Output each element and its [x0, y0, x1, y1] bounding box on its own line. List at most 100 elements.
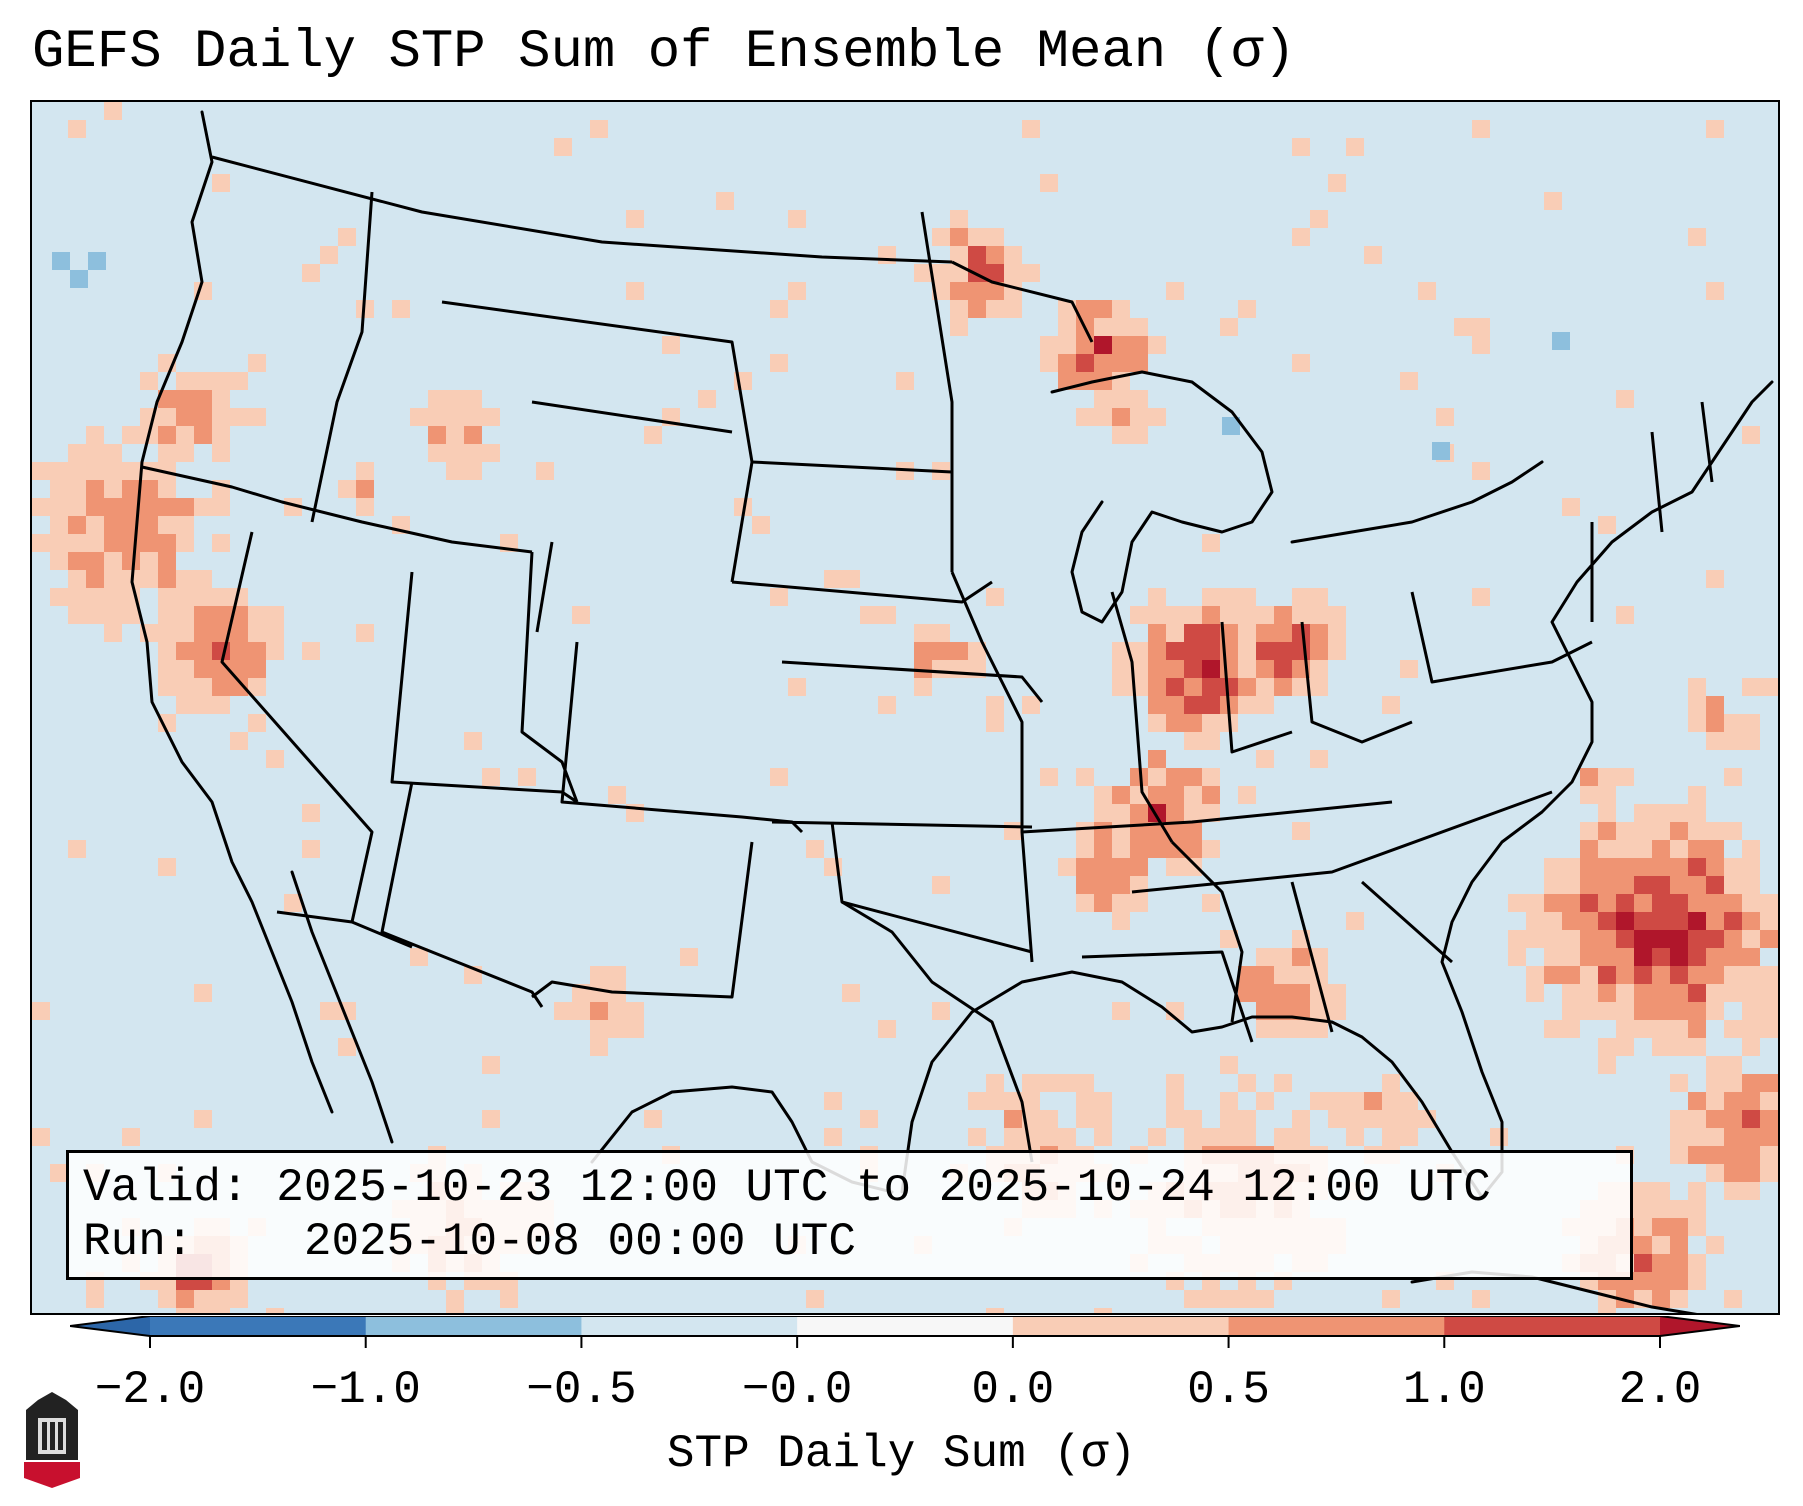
stp-cell — [1598, 930, 1616, 948]
stp-cell — [320, 246, 338, 264]
stp-cell — [1652, 1002, 1670, 1020]
stp-cell — [1112, 1002, 1130, 1020]
stp-cell — [824, 570, 842, 588]
stp-cell — [986, 264, 1004, 282]
stp-cell — [302, 264, 320, 282]
stp-cell — [1634, 1236, 1652, 1254]
stp-cell — [770, 768, 788, 786]
stp-cell — [1364, 1110, 1382, 1128]
stp-cell — [158, 858, 176, 876]
stp-cell — [1706, 1074, 1724, 1092]
stp-cell — [1166, 282, 1184, 300]
stp-cell — [1688, 876, 1706, 894]
stp-cell — [1742, 1038, 1760, 1056]
stp-cell — [1166, 606, 1184, 624]
stp-cell — [1328, 624, 1346, 642]
stp-cell — [986, 696, 1004, 714]
stp-cell — [1202, 696, 1220, 714]
stp-cell — [860, 1110, 878, 1128]
stp-cell — [1094, 408, 1112, 426]
stp-cell — [1292, 984, 1310, 1002]
stp-cell — [1238, 300, 1256, 318]
stp-cell — [1220, 1290, 1238, 1308]
stp-cell — [1742, 1110, 1760, 1128]
stp-cell — [464, 390, 482, 408]
stp-cell — [1256, 948, 1274, 966]
stp-cell — [176, 660, 194, 678]
stp-cell-negative — [52, 252, 70, 270]
stp-cell — [158, 570, 176, 588]
stp-cell — [1742, 840, 1760, 858]
stp-cell — [248, 408, 266, 426]
stp-cell — [1076, 300, 1094, 318]
stp-cell — [464, 462, 482, 480]
stp-cell — [1688, 966, 1706, 984]
stp-cell — [1472, 318, 1490, 336]
stp-cell — [1130, 354, 1148, 372]
stp-cell — [1562, 984, 1580, 1002]
stp-cell — [1040, 336, 1058, 354]
stp-cell — [1688, 1218, 1706, 1236]
stp-cell — [194, 606, 212, 624]
stp-cell — [590, 1020, 608, 1038]
run-value: 2025-10-08 00:00 UTC — [303, 1216, 856, 1268]
stp-cell — [1544, 876, 1562, 894]
stp-cell — [356, 624, 374, 642]
stp-cell — [1130, 804, 1148, 822]
stp-cell — [1346, 1092, 1364, 1110]
stp-cell — [1094, 858, 1112, 876]
stp-cell — [1598, 1056, 1616, 1074]
stp-cell — [608, 786, 626, 804]
valid-value: 2025-10-23 12:00 UTC to 2025-10-24 12:00… — [276, 1162, 1491, 1214]
stp-cell — [986, 228, 1004, 246]
stp-cell — [1292, 624, 1310, 642]
stp-cell — [176, 408, 194, 426]
stp-cell — [68, 480, 86, 498]
stp-cell — [1130, 642, 1148, 660]
stp-cell — [1562, 498, 1580, 516]
stp-cell — [1076, 858, 1094, 876]
stp-cell — [932, 624, 950, 642]
stp-cell — [1130, 858, 1148, 876]
stp-cell — [1166, 858, 1184, 876]
stp-cell — [1598, 984, 1616, 1002]
stp-cell — [878, 246, 896, 264]
stp-cell — [1598, 876, 1616, 894]
stp-cell — [1760, 1164, 1778, 1182]
stp-cell — [266, 642, 284, 660]
stp-cell — [1580, 822, 1598, 840]
stp-cell — [932, 660, 950, 678]
stp-cell — [1742, 426, 1760, 444]
stp-cell — [1688, 1272, 1706, 1290]
stp-cell — [482, 768, 500, 786]
colorbar-segment — [1012, 1316, 1230, 1336]
stp-cell — [1166, 1092, 1184, 1110]
stp-cell — [1256, 678, 1274, 696]
stp-cell — [1256, 966, 1274, 984]
stp-cell — [1670, 1218, 1688, 1236]
stp-cell — [1112, 300, 1130, 318]
stp-cell — [68, 570, 86, 588]
stp-cell — [266, 1308, 284, 1313]
stp-cell — [626, 282, 644, 300]
stp-cell — [1022, 264, 1040, 282]
stp-cell — [158, 498, 176, 516]
stp-cell — [1238, 966, 1256, 984]
stp-cell — [1148, 408, 1166, 426]
stp-cell — [86, 480, 104, 498]
stp-cell — [1670, 1290, 1688, 1308]
stp-cell — [1166, 840, 1184, 858]
stp-cell — [194, 426, 212, 444]
stp-cell — [1562, 1020, 1580, 1038]
stp-cell — [1706, 714, 1724, 732]
stp-cell — [1652, 840, 1670, 858]
stp-cell — [1526, 912, 1544, 930]
stp-cell — [1706, 1128, 1724, 1146]
stp-cell — [176, 390, 194, 408]
stp-cell — [68, 462, 86, 480]
stp-cell — [104, 462, 122, 480]
stp-cell — [932, 876, 950, 894]
stp-cell — [1670, 1002, 1688, 1020]
stp-cell — [950, 228, 968, 246]
stp-cell — [212, 390, 230, 408]
